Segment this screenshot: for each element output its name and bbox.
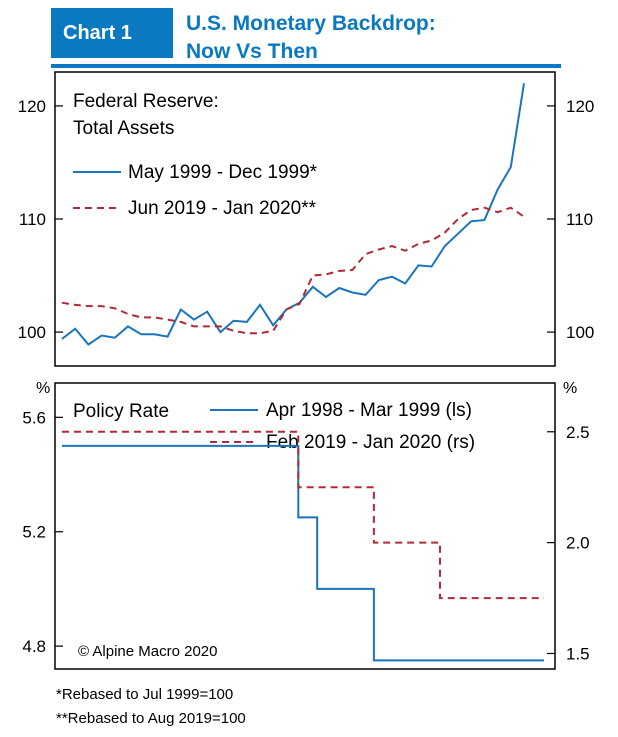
- chart-title-line2: Now Vs Then: [186, 40, 318, 63]
- copyright-notice: © Alpine Macro 2020: [78, 643, 217, 660]
- assets-panel-subtitle: Total Assets: [73, 118, 174, 139]
- chart-title-line1: U.S. Monetary Backdrop:: [186, 12, 436, 35]
- assets-left-tick-label: 100: [18, 323, 46, 342]
- chart-number-badge: Chart 1: [51, 8, 173, 58]
- assets-right-tick-label: 110: [566, 210, 593, 229]
- footnote-now: **Rebased to Aug 2019=100: [56, 710, 246, 727]
- rate-left-tick-label: 4.8: [22, 637, 46, 656]
- rate-left-tick-label: 5.6: [22, 408, 46, 427]
- legend-label-now-rate: Feb 2019 - Jan 2020 (rs): [266, 432, 475, 453]
- policy-panel-frame: [54, 382, 556, 670]
- title-rule: [51, 64, 561, 68]
- legend-label-then-rate: Apr 1998 - Mar 1999 (ls): [266, 400, 472, 421]
- assets-series-now-line: [61, 206, 525, 335]
- assets-panel-frame: [54, 71, 556, 367]
- assets-right-tick-label: 120: [566, 97, 594, 116]
- policy-panel-title: Policy Rate: [73, 401, 169, 422]
- rate-right-tick-label: 2.0: [566, 534, 590, 553]
- assets-left-tick-label: 120: [18, 97, 46, 116]
- chart-title: U.S. Monetary Backdrop: Now Vs Then: [186, 10, 436, 66]
- rate-series-now-line: [62, 430, 544, 600]
- rate-left-tick-label: 5.2: [22, 523, 46, 542]
- chart-number: Chart 1: [63, 21, 132, 44]
- left-unit-label: %: [36, 380, 50, 397]
- legend-label-then-assets: May 1999 - Dec 1999*: [128, 162, 318, 183]
- rate-right-tick-label: 2.5: [566, 423, 590, 442]
- assets-left-tick-label: 110: [19, 210, 46, 229]
- assets-panel-title: Federal Reserve:: [73, 91, 219, 112]
- rate-series-then-line: [62, 444, 544, 662]
- assets-series-then-line: [61, 83, 525, 346]
- rate-right-tick-label: 1.5: [566, 644, 590, 663]
- footnote-then: *Rebased to Jul 1999=100: [56, 686, 234, 703]
- legend-label-now-assets: Jun 2019 - Jan 2020**: [128, 198, 317, 219]
- right-unit-label: %: [563, 380, 577, 397]
- assets-right-tick-label: 100: [566, 323, 594, 342]
